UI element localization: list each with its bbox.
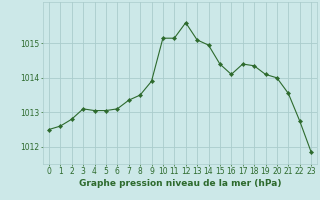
X-axis label: Graphe pression niveau de la mer (hPa): Graphe pression niveau de la mer (hPa) [79, 179, 281, 188]
